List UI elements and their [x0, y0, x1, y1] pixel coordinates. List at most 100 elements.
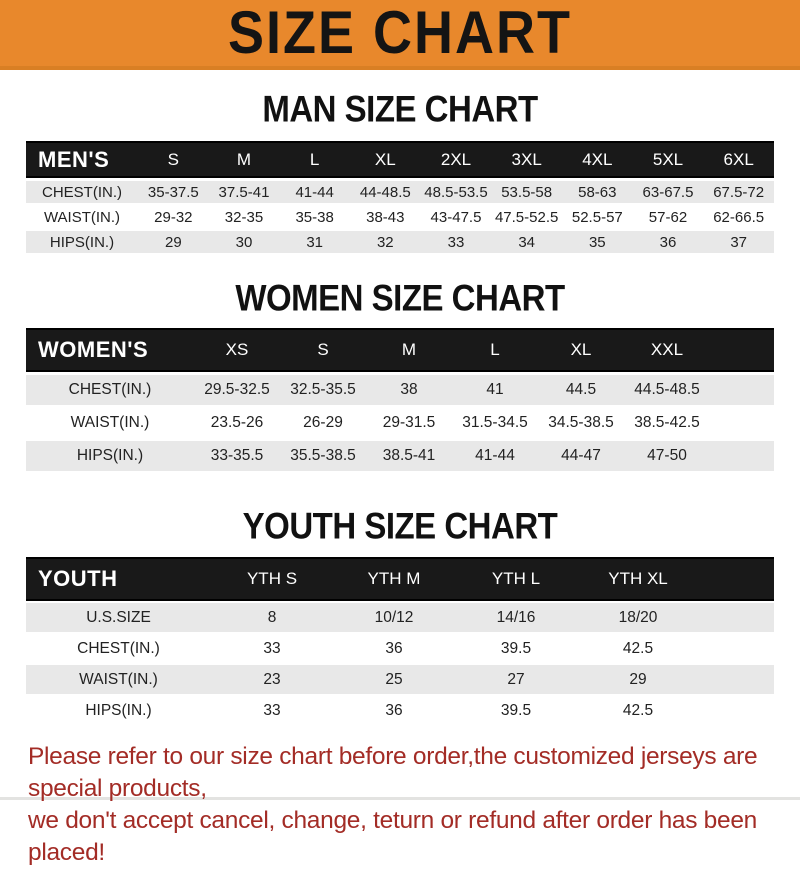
- table-cell: 32.5-35.5: [290, 381, 356, 398]
- table-cell: 33: [447, 233, 465, 251]
- row-label: CHEST(IN.): [42, 183, 122, 201]
- table-cell: 34: [518, 233, 535, 251]
- table-cell: 37: [730, 233, 747, 251]
- header-cell: M: [236, 149, 252, 169]
- header-cell: YTH XL: [608, 569, 668, 588]
- women-section-heading: WOMEN SIZE CHART: [235, 276, 565, 319]
- table-cell: 34.5-38.5: [548, 414, 614, 431]
- table-row-chest: CHEST(IN.) 33 36 39.5 42.5: [26, 634, 774, 663]
- page-title: SIZE CHART: [228, 0, 572, 67]
- header-cell: 5XL: [652, 149, 684, 169]
- table-cell: 44.5: [565, 381, 597, 398]
- table-cell: 47.5-52.5: [494, 208, 559, 226]
- table-cell: 48.5-53.5: [424, 183, 488, 201]
- table-cell: 57-62: [648, 208, 688, 226]
- table-cell: 41: [486, 381, 504, 398]
- row-label: HIPS(IN.): [76, 447, 144, 464]
- table-cell: 52.5-57: [571, 208, 623, 226]
- table-cell: 14/16: [496, 608, 536, 626]
- table-cell: 35.5-38.5: [290, 447, 356, 464]
- table-cell: 29: [164, 233, 182, 251]
- table-cell: 43-47.5: [430, 208, 482, 226]
- table-row-chest: CHEST(IN.) 29.5-32.5 32.5-35.5 38 41 44.…: [26, 375, 774, 405]
- table-row-waist: WAIST(IN.) 23 25 27 29: [26, 665, 774, 694]
- youth-table-title-cell: YOUTH: [38, 566, 118, 591]
- table-cell: 42.5: [622, 639, 654, 657]
- disclaimer-line-2: we don't accept cancel, change, teturn o…: [28, 807, 757, 866]
- header-cell: 6XL: [723, 149, 754, 169]
- table-cell: 63-67.5: [642, 183, 694, 201]
- table-cell: 67.5-72: [713, 183, 765, 201]
- table-cell: 41-44: [295, 183, 334, 201]
- row-label: WAIST(IN.): [79, 670, 158, 688]
- header-cell: 4XL: [582, 149, 613, 169]
- header-cell: L: [309, 149, 320, 169]
- table-cell: 58-63: [578, 183, 617, 201]
- youth-table-header-row: YOUTH YTH S YTH M YTH L YTH XL: [26, 557, 774, 601]
- table-cell: 32-35: [224, 208, 264, 226]
- row-label: WAIST(IN.): [43, 208, 121, 226]
- table-cell: 10/12: [374, 608, 414, 626]
- row-label: WAIST(IN.): [70, 414, 150, 431]
- header-cell: L: [490, 340, 500, 359]
- table-cell: 62-66.5: [713, 208, 765, 226]
- table-cell: 25: [385, 670, 403, 688]
- youth-section-heading: YOUTH SIZE CHART: [242, 504, 558, 547]
- table-cell: 29-31.5: [382, 414, 436, 431]
- table-row-waist: WAIST(IN.) 29-32 32-35 35-38 38-43 43-47…: [26, 206, 774, 228]
- table-cell: 26-29: [303, 414, 343, 431]
- row-label: HIPS(IN.): [49, 233, 115, 251]
- table-cell: 36: [659, 233, 677, 251]
- youth-size-table: YOUTH YTH S YTH M YTH L YTH XL U.S.SIZE …: [26, 557, 774, 725]
- table-cell: 33-35.5: [210, 447, 264, 464]
- table-cell: 29-32: [154, 208, 193, 226]
- header-cell: YTH S: [246, 569, 298, 588]
- header-cell: YTH L: [491, 569, 541, 588]
- table-cell: 33: [263, 639, 281, 657]
- table-row-chest: CHEST(IN.) 35-37.5 37.5-41 41-44 44-48.5…: [26, 181, 774, 203]
- header-cell: YTH M: [367, 569, 421, 588]
- header-cell: M: [401, 340, 417, 359]
- table-cell: 36: [385, 701, 403, 719]
- table-cell: 8: [267, 608, 277, 626]
- men-size-table: MEN'S S M L XL 2XL 3XL 4XL 5XL 6XL CHEST…: [26, 141, 774, 253]
- table-cell: 29.5-32.5: [204, 381, 270, 398]
- table-cell: 27: [507, 670, 525, 688]
- disclaimer-note: Please refer to our size chart before or…: [0, 741, 800, 869]
- table-cell: 30: [235, 233, 253, 251]
- table-row-hips: HIPS(IN.) 33-35.5 35.5-38.5 38.5-41 41-4…: [26, 441, 774, 471]
- table-cell: 53.5-58: [501, 183, 553, 201]
- women-table-title-cell: WOMEN'S: [38, 337, 149, 362]
- table-cell: 31.5-34.5: [462, 414, 528, 431]
- header-cell: S: [167, 149, 179, 169]
- women-size-table: WOMEN'S XS S M L XL XXL CHEST(IN.) 29.5-…: [26, 328, 774, 471]
- table-cell: 44.5-48.5: [634, 381, 700, 398]
- table-cell: 32: [376, 233, 394, 251]
- table-cell: 41-44: [475, 447, 515, 464]
- table-cell: 23: [263, 670, 281, 688]
- table-cell: 44-47: [561, 447, 601, 464]
- table-cell: 33: [263, 701, 281, 719]
- table-cell: 35: [588, 233, 606, 251]
- table-cell: 35-37.5: [147, 183, 199, 201]
- table-cell: 39.5: [500, 639, 532, 657]
- table-cell: 18/20: [618, 608, 658, 626]
- main-banner: SIZE CHART: [0, 0, 800, 70]
- table-row-hips: HIPS(IN.) 33 36 39.5 42.5: [26, 696, 774, 725]
- header-cell: XS: [225, 340, 249, 359]
- men-table-title-cell: MEN'S: [38, 146, 110, 172]
- table-cell: 38-43: [366, 208, 405, 226]
- table-cell: 37.5-41: [218, 183, 270, 201]
- header-cell: XL: [374, 149, 396, 169]
- header-cell: S: [317, 340, 329, 359]
- table-cell: 38.5-41: [382, 447, 436, 464]
- table-cell: 35-38: [295, 208, 334, 226]
- row-label: U.S.SIZE: [86, 608, 151, 626]
- men-table-header-row: MEN'S S M L XL 2XL 3XL 4XL 5XL 6XL: [26, 141, 774, 178]
- header-cell: XXL: [650, 340, 684, 359]
- row-label: CHEST(IN.): [77, 639, 160, 657]
- disclaimer-line-1: Please refer to our size chart before or…: [28, 743, 758, 802]
- man-section-heading: MAN SIZE CHART: [262, 87, 538, 130]
- table-cell: 29: [629, 670, 647, 688]
